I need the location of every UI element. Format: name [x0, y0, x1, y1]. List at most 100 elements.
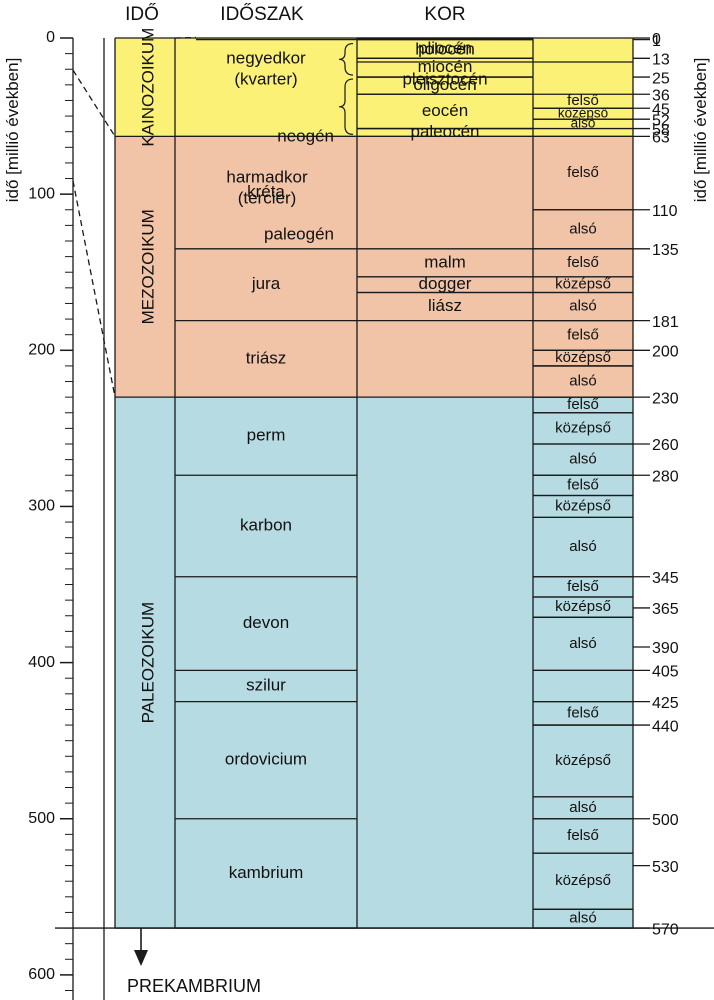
- stage-label: alsó: [569, 372, 597, 389]
- stage-label: felső: [567, 326, 599, 343]
- boundary-value-label: 365: [652, 601, 679, 618]
- header-idoszak: IDŐSZAK: [220, 3, 304, 25]
- prekambrium-label: PREKAMBRIUM: [127, 976, 261, 996]
- period-label: karbon: [240, 515, 292, 534]
- stage-label: alsó: [569, 635, 597, 652]
- stage-label: középső: [555, 497, 611, 514]
- boundary-value-label: 280: [652, 468, 679, 485]
- era-background: [115, 38, 633, 137]
- epoch-label: eocén: [422, 101, 468, 120]
- prekambrium-arrow-icon: [134, 950, 148, 966]
- period-label: perm: [247, 426, 286, 445]
- subperiod-label: neogén: [277, 126, 334, 145]
- stage-label: középső: [555, 276, 611, 293]
- era-background: [115, 397, 633, 929]
- period-label: triász: [246, 348, 287, 367]
- boundary-value-label: 230: [652, 390, 679, 407]
- period-label: harmadkor (tercier): [226, 168, 308, 208]
- stage-label: alsó: [569, 220, 597, 237]
- boundary-value-label: 530: [652, 859, 679, 876]
- epoch-label: oligocén: [413, 75, 476, 94]
- boundary-value-label: 52: [652, 112, 670, 129]
- stage-label: felső: [567, 254, 599, 271]
- boundary-value-label: 45: [652, 101, 670, 118]
- boundary-value-label: 345: [652, 570, 679, 587]
- stage-label: középső: [555, 752, 611, 769]
- stage-label: középső: [555, 419, 611, 436]
- epoch-label: paleocén: [410, 122, 479, 141]
- period-label: negyedkor (kvarter): [226, 49, 306, 89]
- period-label: jura: [251, 274, 281, 293]
- stage-label: felső: [567, 476, 599, 493]
- stage-label: felső: [567, 164, 599, 181]
- stage-label: középső: [555, 598, 611, 615]
- stage-label: középső: [558, 105, 608, 120]
- era-backgrounds: [115, 38, 633, 929]
- boundary-value-label: 13: [652, 52, 670, 69]
- epoch-label: liász: [428, 296, 462, 315]
- header-kor: KOR: [424, 4, 465, 25]
- axis-tick-label: 500: [28, 810, 55, 827]
- period-label: devon: [243, 613, 289, 632]
- era-label: KAINOZOIKUM: [138, 28, 157, 147]
- epoch-label: miocén: [418, 57, 473, 76]
- epoch-label: holocén: [415, 39, 475, 58]
- era-label: MEZOZOIKUM: [138, 209, 157, 324]
- period-label: ordovicium: [225, 750, 307, 769]
- epoch-label: malm: [424, 252, 466, 271]
- era-connector-dashed: [72, 69, 116, 137]
- stage-label: felső: [567, 396, 599, 413]
- axis-tick-label: 400: [28, 654, 55, 671]
- era-connector-dashed: [72, 180, 116, 398]
- axis-tick-label: 100: [28, 185, 55, 202]
- stage-label: alsó: [569, 298, 597, 315]
- era-background: [115, 136, 633, 398]
- boundary-value-label: 200: [652, 344, 679, 361]
- boundary-value-label: 135: [652, 242, 679, 259]
- boundary-value-label: 425: [652, 695, 679, 712]
- stage-label: középső: [555, 872, 611, 889]
- stage-label: alsó: [569, 451, 597, 468]
- boundary-value-label: 570: [652, 921, 679, 938]
- boundary-value-label: 500: [652, 812, 679, 829]
- stage-label: felső: [567, 92, 599, 109]
- axis-tick-label: 0: [46, 29, 55, 46]
- table-grid-lines: [55, 36, 714, 1000]
- axis-label-left: idő [millió években]: [3, 58, 22, 203]
- axis-tick-label: 300: [28, 498, 55, 515]
- boundary-value-label: 390: [652, 640, 679, 657]
- brace-mark: [338, 42, 354, 76]
- boundary-value-label: 405: [652, 664, 679, 681]
- stage-label: középső: [555, 349, 611, 366]
- boundary-value-label: 260: [652, 437, 679, 454]
- axis-tick-label: 600: [28, 966, 55, 983]
- boundary-value-label: 58: [652, 122, 670, 139]
- table-labels: KAINOZOIKUM MEZOZOIKUM PALEOZOIKUM negyedko…: [138, 28, 678, 939]
- stage-label: felső: [567, 578, 599, 595]
- stage-label: felső: [567, 827, 599, 844]
- time-axis: 0 100 200 300 400 500 600: [28, 29, 116, 1000]
- brace-mark: [338, 78, 354, 135]
- epoch-label: pliocén: [418, 38, 472, 57]
- axis-label-right: idő [millió években]: [691, 58, 710, 203]
- boundary-value-label: 63: [652, 130, 670, 147]
- subperiod-label: paleogén: [264, 224, 334, 243]
- axis-tick-label: 200: [28, 342, 55, 359]
- period-label: kambrium: [229, 863, 304, 882]
- boundary-value-label: 110: [652, 203, 678, 220]
- stage-label: alsó: [569, 799, 597, 816]
- epoch-label: pleisztocén: [402, 69, 487, 88]
- epoch-label: dogger: [419, 274, 472, 293]
- period-label: kréta: [247, 182, 285, 201]
- boundary-value-label: 181: [652, 314, 679, 331]
- boundary-value-label: 440: [652, 718, 679, 735]
- stage-label: alsó: [571, 115, 596, 130]
- era-label: PALEOZOIKUM: [138, 602, 157, 724]
- stage-label: felső: [567, 704, 599, 721]
- period-label: szilur: [246, 676, 286, 695]
- header-ido: IDŐ: [125, 3, 159, 25]
- boundary-value-label: 1: [652, 33, 661, 50]
- boundary-value-label: 36: [652, 87, 670, 104]
- stage-label: alsó: [569, 538, 597, 555]
